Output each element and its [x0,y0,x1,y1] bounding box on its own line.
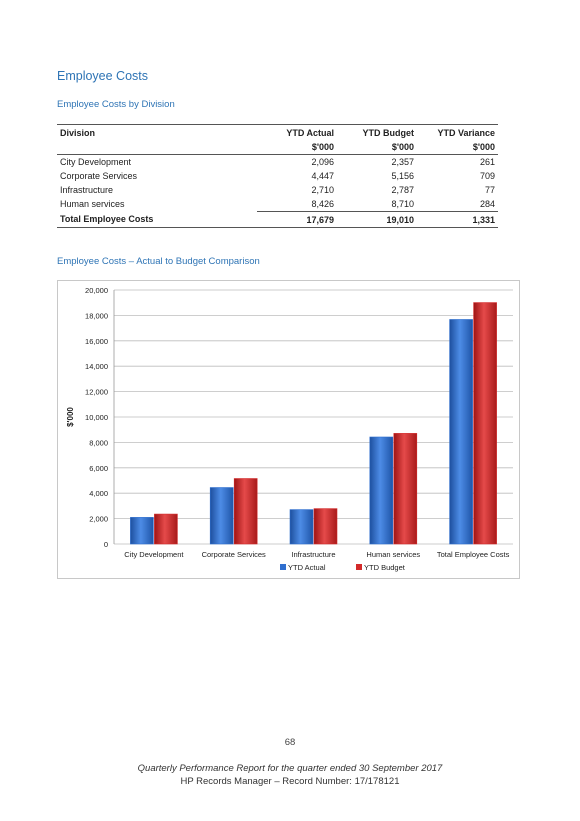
bar-chart: 0 2,000 4,000 6,000 8,000 10,000 12,000 14,000 1… [66,286,513,572]
column-unit: $'000 [257,140,337,155]
table-cell: City Development [60,157,132,167]
table-cell: 2,787 [391,185,414,195]
table-row: Corporate Services 4,447 5,156 709 [57,169,498,183]
table-units-row: $'000 $'000 $'000 [57,140,498,155]
table-cell: Corporate Services [60,171,138,181]
table-header-row: Division YTD Actual YTD Budget YTD Varia… [57,124,498,140]
y-tick-label: 0 [104,540,108,549]
table-cell: 709 [479,171,495,181]
table-cell: Infrastructure [60,185,114,195]
table-cell: 261 [479,157,495,167]
table-cell: 8,710 [337,197,417,212]
table-row: Infrastructure 2,710 2,787 77 [57,183,498,197]
y-tick-label: 6,000 [89,464,108,473]
column-header: Division [57,124,257,140]
legend-label: YTD Actual [288,563,326,572]
column-unit: $'000 [337,140,417,155]
y-tick-label: 16,000 [85,337,108,346]
x-tick-label: Infrastructure [291,550,335,559]
footer-record-number: HP Records Manager – Record Number: 17/1… [180,776,400,787]
table-cell: 2,096 [311,157,334,167]
table-cell: 4,447 [311,171,334,181]
page-number: 68 [284,737,296,748]
column-header: YTD Actual [257,124,337,140]
table-cell: 1,331 [417,211,498,228]
y-tick-label: 20,000 [85,286,108,295]
table-row: City Development 2,096 2,357 261 [57,155,498,170]
bar-actual [130,517,154,545]
y-tick-label: 2,000 [89,515,108,524]
y-tick-label: 14,000 [85,362,108,371]
legend-label: YTD Budget [364,563,406,572]
footer-report-title: Quarterly Performance Report for the qua… [137,763,443,774]
x-tick-label: Corporate Services [202,550,266,559]
bar-budget [233,478,258,545]
bar-budget [154,513,178,545]
bar-actual [289,509,314,545]
table-cell: 2,710 [311,185,334,195]
table-cell: 284 [417,197,498,212]
table-cell: 17,679 [257,211,337,228]
column-unit: $'000 [417,140,498,155]
column-unit [57,140,257,155]
bar-budget [473,302,497,545]
table-cell: 19,010 [337,211,417,228]
table-cell: Total Employee Costs [57,211,257,228]
employee-costs-chart: 0 2,000 4,000 6,000 8,000 10,000 12,000 14,000 1… [57,280,520,579]
bar-actual [209,487,234,545]
employee-costs-table: Division YTD Actual YTD Budget YTD Varia… [57,124,498,228]
y-tick-label: 18,000 [85,311,108,320]
x-tick-label: Human services [366,550,420,559]
y-tick-label: 12,000 [85,388,108,397]
bar-budget [313,508,338,545]
column-header: YTD Variance [417,124,498,140]
y-axis-label: $'000 [66,407,75,427]
table-cell: 2,357 [391,157,414,167]
y-tick-label: 8,000 [89,438,108,447]
legend-swatch [280,564,286,570]
table-cell: 8,426 [257,197,337,212]
table-row: Human services 8,426 8,710 284 [57,197,498,212]
y-tick-label: 10,000 [85,413,108,422]
table-cell: Human services [60,199,125,210]
x-tick-label: City Development [124,550,184,559]
legend-swatch [356,564,362,570]
table-title: Employee Costs by Division [57,99,175,110]
bar-budget [393,433,418,545]
bar-actual [449,319,473,545]
table-cell: 77 [484,185,495,195]
bar-actual [369,436,394,545]
section-heading: Employee Costs [57,69,149,83]
y-tick-label: 4,000 [89,489,108,498]
table-cell: 5,156 [391,171,414,181]
x-tick-label: Total Employee Costs [437,550,510,559]
table-total-row: Total Employee Costs 17,679 19,010 1,331 [57,211,498,228]
column-header: YTD Budget [337,124,417,140]
chart-title: Employee Costs – Actual to Budget Compar… [57,256,260,267]
